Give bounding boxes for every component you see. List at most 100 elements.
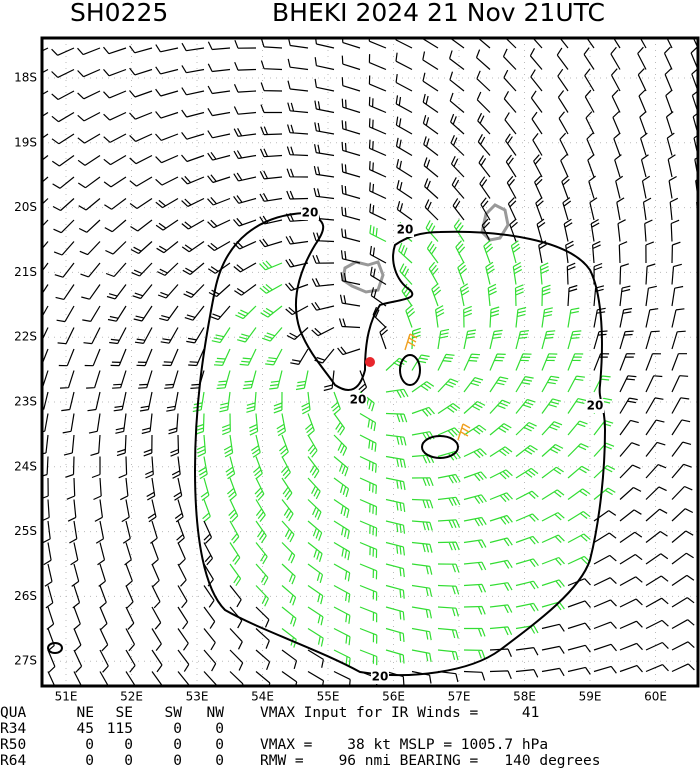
wind-barb	[503, 69, 517, 92]
lon-label: 58E	[513, 690, 536, 704]
wind-barb	[489, 626, 513, 636]
wind-barb	[359, 606, 378, 623]
wind-barb	[286, 168, 309, 178]
wind-barb	[79, 241, 101, 256]
wind-barb	[541, 534, 565, 544]
wind-barb	[59, 370, 75, 389]
wind-barb	[541, 398, 561, 414]
wind-barb	[396, 158, 413, 178]
wind-barb	[641, 175, 651, 199]
wind-barb	[251, 434, 261, 458]
row-label: R50	[0, 737, 26, 753]
wind-barb	[141, 413, 153, 435]
wind-barb	[671, 552, 694, 565]
wind-barb	[259, 238, 283, 248]
wind-barb	[395, 38, 413, 49]
wind-barb	[233, 262, 257, 273]
wind-barb	[645, 486, 667, 500]
wind-barb	[593, 621, 617, 630]
contour-label: 20	[397, 223, 414, 237]
wind-barb	[260, 38, 283, 49]
wind-barb	[207, 151, 231, 161]
wind-barb	[307, 627, 324, 647]
wind-barb	[104, 198, 127, 210]
wind-barb	[489, 423, 512, 436]
wind-barb	[645, 464, 667, 479]
wind-barb	[155, 154, 179, 164]
wind-barb	[451, 177, 465, 199]
wind-barb	[177, 563, 187, 587]
wind-barb	[671, 375, 689, 393]
wind-barb	[671, 619, 695, 630]
wind-barb	[502, 48, 517, 70]
wind-barb	[645, 353, 662, 371]
wind-barb	[463, 605, 486, 615]
wind-barb	[487, 283, 497, 307]
wind-barb	[593, 554, 617, 565]
wind-barb	[671, 597, 695, 608]
wind-barb	[395, 137, 413, 157]
wind-barb	[369, 203, 387, 221]
wind-barb	[333, 434, 348, 456]
wind-barb	[671, 485, 693, 500]
lon-label: 53E	[186, 690, 209, 704]
wind-barb	[610, 68, 621, 92]
wind-barb	[515, 602, 539, 612]
wind-barb	[515, 306, 527, 328]
wind-barb	[280, 456, 291, 480]
table-header: SE	[116, 705, 133, 721]
wind-barb	[77, 111, 101, 122]
wind-barb	[333, 670, 351, 686]
wind-barb	[129, 198, 153, 209]
wind-barb	[195, 413, 205, 435]
wind-barb	[116, 434, 127, 457]
wind-barb	[281, 585, 297, 606]
table-cell: 0	[215, 737, 224, 753]
wind-barb	[396, 201, 413, 221]
wind-barb	[155, 176, 179, 186]
lat-label: 22S	[14, 330, 37, 344]
wind-barb	[437, 584, 460, 595]
wind-barb	[42, 520, 51, 544]
wind-barb	[42, 198, 49, 206]
wind-barb	[77, 176, 101, 189]
wind-barb	[285, 305, 309, 316]
wind-barb	[233, 106, 257, 115]
wind-barb	[538, 240, 547, 264]
wind-barb	[541, 556, 565, 566]
wind-barb	[611, 89, 621, 113]
wind-barb	[313, 165, 335, 178]
wind-barb	[359, 477, 377, 494]
wind-barb	[55, 284, 75, 300]
wind-barb	[610, 46, 621, 70]
wind-barb	[645, 330, 660, 350]
wind-barb	[341, 206, 361, 221]
wind-barb	[463, 583, 487, 593]
wind-barb	[138, 370, 153, 389]
wind-barb	[645, 308, 659, 328]
wind-barb	[618, 241, 628, 264]
storm-center	[365, 357, 375, 367]
wind-barb	[489, 399, 511, 414]
wind-barb	[181, 175, 205, 185]
wind-barb	[129, 90, 153, 98]
wind-barb	[385, 649, 405, 664]
info-line: RMW = 96 nmi BEARING = 140 degrees	[260, 753, 600, 769]
wind-barb	[541, 330, 556, 350]
wind-barb	[207, 174, 231, 184]
wind-barb	[385, 455, 406, 469]
wind-barb	[504, 38, 517, 49]
wind-barb	[151, 671, 163, 686]
wind-barb	[534, 175, 543, 199]
wind-barb	[57, 327, 75, 345]
wind-barb	[95, 520, 105, 544]
wind-barb	[411, 627, 432, 641]
wind-barb	[567, 533, 591, 544]
wind-barb	[136, 348, 153, 367]
wind-barb	[565, 240, 574, 264]
wind-barb	[359, 520, 378, 537]
lat-label: 24S	[14, 459, 37, 473]
wind-barb	[105, 262, 127, 278]
wind-barb	[207, 262, 231, 274]
wind-barb	[115, 413, 127, 434]
